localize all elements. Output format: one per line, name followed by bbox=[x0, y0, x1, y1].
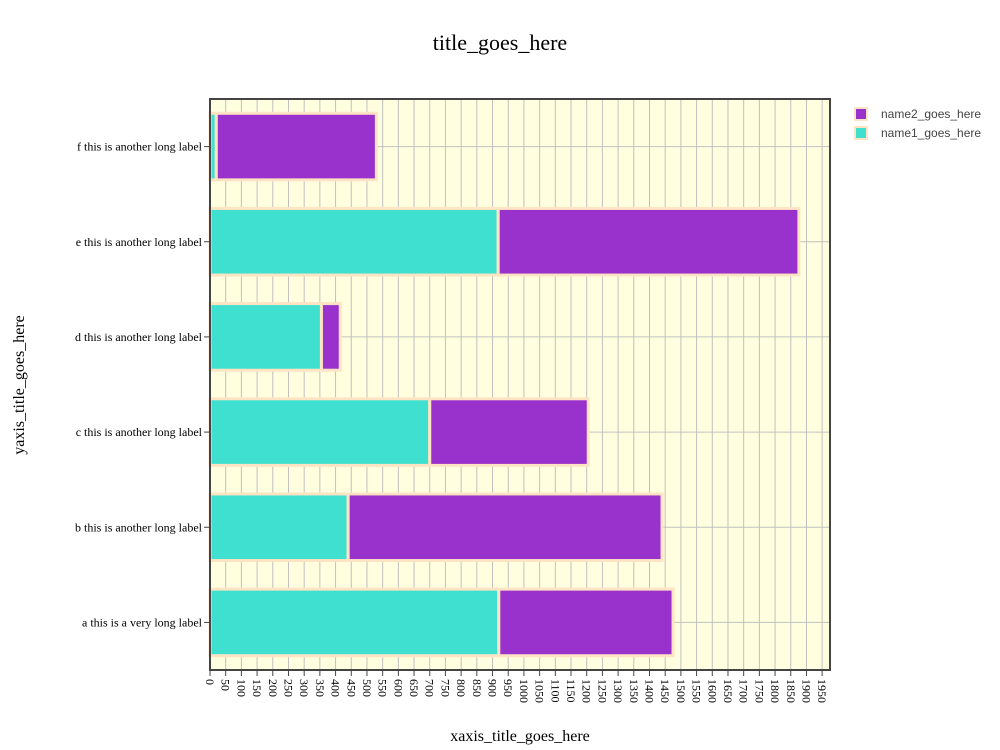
x-tick-label: 850 bbox=[470, 679, 484, 697]
x-tick-label: 150 bbox=[250, 679, 264, 697]
x-tick-label: 1400 bbox=[642, 679, 656, 703]
plot-background bbox=[210, 99, 830, 670]
x-tick-label: 1850 bbox=[784, 679, 798, 703]
x-tick-label: 600 bbox=[391, 679, 405, 697]
bar-1 bbox=[208, 302, 323, 372]
legend-swatch bbox=[854, 126, 868, 140]
x-tick-label: 900 bbox=[486, 679, 500, 697]
y-tick-label: e this is another long label bbox=[76, 235, 203, 249]
x-tick-label: 400 bbox=[329, 679, 343, 697]
x-tick-label: 250 bbox=[281, 679, 295, 697]
bar-2 bbox=[319, 302, 342, 372]
y-tick-label: d this is another long label bbox=[75, 330, 203, 344]
x-tick-label: 100 bbox=[234, 679, 248, 697]
x-tick-label: 1200 bbox=[580, 679, 594, 703]
x-tick-label: 300 bbox=[297, 679, 311, 697]
x-tick-label: 1900 bbox=[799, 679, 813, 703]
x-tick-label: 650 bbox=[407, 679, 421, 697]
x-tick-label: 750 bbox=[438, 679, 452, 697]
bar-1 bbox=[208, 587, 501, 658]
x-axis-ticks: 0 50 100 150 200 250 300 350 400 450 500 550 600 650 7… bbox=[203, 670, 829, 703]
y-tick-label: c this is another long label bbox=[76, 425, 203, 439]
x-tick-label: 800 bbox=[454, 679, 468, 697]
bar-2 bbox=[428, 397, 590, 467]
x-tick-label: 1550 bbox=[690, 679, 704, 703]
x-tick-label: 1700 bbox=[737, 679, 751, 703]
x-tick-label: 1350 bbox=[627, 679, 641, 703]
bar-2 bbox=[214, 111, 378, 182]
x-tick-label: 0 bbox=[203, 679, 217, 685]
x-tick-label: 450 bbox=[344, 679, 358, 697]
legend-swatch bbox=[854, 107, 868, 121]
x-tick-label: 1000 bbox=[517, 679, 531, 703]
x-tick-label: 950 bbox=[501, 679, 515, 697]
x-axis-title: xaxis_title_goes_here bbox=[450, 728, 590, 745]
y-tick-label: a this is a very long label bbox=[82, 615, 203, 629]
x-tick-label: 350 bbox=[313, 679, 327, 697]
x-tick-label: 700 bbox=[423, 679, 437, 697]
grid-lines bbox=[209, 99, 830, 670]
y-tick-label: b this is another long label bbox=[75, 520, 203, 534]
chart-title: title_goes_here bbox=[433, 30, 567, 55]
bar-1 bbox=[208, 397, 432, 467]
legend-label: name1_goes_here bbox=[881, 126, 981, 140]
x-tick-label: 50 bbox=[219, 679, 233, 691]
x-tick-label: 1050 bbox=[533, 679, 547, 703]
y-axis-title: yaxis_title_goes_here bbox=[11, 315, 28, 455]
bar-2 bbox=[496, 206, 801, 277]
bar-2 bbox=[497, 587, 675, 658]
x-tick-label: 1150 bbox=[564, 679, 578, 703]
legend: name2_goes_here name1_goes_here bbox=[854, 107, 981, 140]
legend-label: name2_goes_here bbox=[881, 107, 981, 121]
x-tick-label: 1650 bbox=[721, 679, 735, 703]
x-tick-label: 1750 bbox=[752, 679, 766, 703]
bars bbox=[208, 111, 801, 658]
x-tick-label: 1300 bbox=[611, 679, 625, 703]
bar-1 bbox=[208, 206, 500, 277]
y-axis-ticks: a this is a very long label b this is ano… bbox=[75, 140, 210, 629]
bar-2 bbox=[346, 492, 664, 563]
x-tick-label: 1800 bbox=[768, 679, 782, 703]
x-tick-label: 1450 bbox=[658, 679, 672, 703]
x-tick-label: 1500 bbox=[674, 679, 688, 703]
bar-1 bbox=[208, 492, 350, 563]
y-tick-label: f this is another long label bbox=[77, 140, 203, 154]
x-tick-label: 500 bbox=[360, 679, 374, 697]
x-tick-label: 1600 bbox=[705, 679, 719, 703]
x-tick-label: 1950 bbox=[815, 679, 829, 703]
x-tick-label: 1100 bbox=[548, 679, 562, 703]
x-tick-label: 200 bbox=[266, 679, 280, 697]
x-tick-label: 1250 bbox=[595, 679, 609, 703]
plot-frame bbox=[209, 98, 831, 671]
x-tick-label: 550 bbox=[376, 679, 390, 697]
